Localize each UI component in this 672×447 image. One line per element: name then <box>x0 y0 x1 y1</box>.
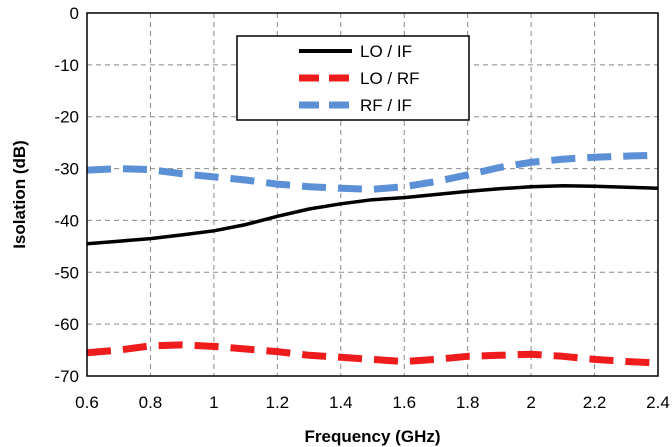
series-lines <box>86 151 659 367</box>
legend-label-3: RF / IF <box>360 96 412 115</box>
y-tick-labels: 0 -10 -20 -30 -40 -50 -60 -70 <box>54 4 79 386</box>
series-line-1 <box>86 183 659 246</box>
x-tick-label: 2.4 <box>646 393 670 412</box>
y-tick-label: -60 <box>54 315 79 334</box>
grid <box>87 13 658 376</box>
legend-label-2: LO / RF <box>360 69 420 88</box>
y-tick-label: -10 <box>54 56 79 75</box>
y-tick-label: 0 <box>70 4 79 23</box>
y-tick-label: -40 <box>54 211 79 230</box>
legend: LO / IF LO / RF RF / IF <box>236 35 470 121</box>
x-tick-label: 2 <box>526 393 535 412</box>
legend-label-1: LO / IF <box>360 42 412 61</box>
series-line-2 <box>86 341 659 367</box>
x-tick-label: 1.6 <box>392 393 416 412</box>
x-tick-labels: 0.6 0.8 1 1.2 1.4 1.6 1.8 2 2.2 2.4 <box>75 393 670 412</box>
x-tick-label: 0.8 <box>139 393 163 412</box>
x-axis-title: Frequency (GHz) <box>304 427 440 446</box>
x-tick-label: 2.2 <box>583 393 607 412</box>
series-line-3 <box>86 151 659 193</box>
legend-box <box>236 35 470 121</box>
y-tick-label: -70 <box>54 367 79 386</box>
x-tick-label: 1.2 <box>266 393 290 412</box>
x-tick-label: 0.6 <box>75 393 99 412</box>
x-tick-label: 1.4 <box>329 393 353 412</box>
y-tick-label: -50 <box>54 263 79 282</box>
y-tick-label: -20 <box>54 108 79 127</box>
y-tick-label: -30 <box>54 160 79 179</box>
x-tick-label: 1 <box>209 393 218 412</box>
x-tick-label: 1.8 <box>456 393 480 412</box>
plot-frame <box>86 12 659 377</box>
y-axis-title: Isolation (dB) <box>10 140 29 249</box>
